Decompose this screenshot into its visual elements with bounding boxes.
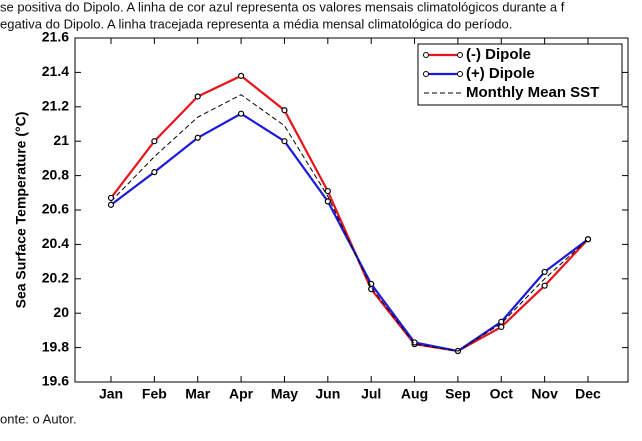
y-tick-label: 21.6 [42, 29, 69, 45]
x-tick-label: Jul [361, 386, 381, 402]
y-tick-label: 21.2 [42, 98, 69, 114]
data-point [281, 138, 288, 145]
y-tick-label: 21.4 [42, 63, 69, 79]
data-point [498, 318, 505, 325]
y-tick-label: 19.8 [42, 338, 69, 354]
data-point [541, 282, 548, 289]
data-point [237, 110, 245, 117]
x-tick-label: Jun [315, 386, 340, 402]
legend-marker [457, 71, 463, 77]
caption-source: onte: o Autor. [0, 411, 77, 426]
caption-line: se positiva do Dipolo. A linha de cor az… [0, 0, 565, 14]
x-tick-label: Apr [229, 386, 254, 402]
series-line [110, 112, 589, 353]
y-tick-label: 19.6 [42, 373, 69, 389]
series-line [110, 94, 589, 352]
x-tick-label: Nov [531, 386, 558, 402]
data-point [324, 198, 331, 205]
data-point [281, 107, 288, 114]
y-tick-label: 20 [53, 304, 69, 320]
x-tick-label: Oct [490, 386, 514, 402]
data-point [194, 134, 201, 141]
x-tick-label: Jan [99, 386, 123, 402]
x-tick-label: Sep [445, 386, 471, 402]
data-point [411, 339, 418, 346]
x-tick-label: Aug [401, 386, 428, 402]
data-point [151, 169, 158, 176]
x-tick-label: Feb [142, 386, 167, 402]
legend-label: (-) Dipole [466, 46, 531, 63]
data-point [237, 72, 245, 79]
data-point [107, 201, 115, 208]
data-point [541, 268, 548, 276]
data-point [194, 93, 201, 100]
data-point [107, 194, 115, 202]
legend-label: (+) Dipole [466, 65, 535, 82]
legend-label: Monthly Mean SST [466, 84, 599, 101]
data-point [324, 187, 331, 195]
caption-line: egativa do Dipolo. A linha tracejada rep… [0, 16, 512, 31]
data-point [151, 138, 158, 145]
y-tick-label: 21 [53, 132, 69, 148]
legend-marker [457, 52, 463, 58]
y-tick-label: 20.2 [42, 270, 69, 286]
y-axis-label: Sea Surface Temperature (°C) [13, 112, 29, 309]
x-tick-label: Dec [575, 386, 601, 402]
x-tick-label: Mar [185, 386, 210, 402]
y-tick-label: 20.4 [42, 235, 69, 251]
y-tick-label: 20.6 [42, 201, 69, 217]
series-line [110, 74, 589, 353]
x-tick-label: May [271, 386, 298, 402]
legend-marker [423, 52, 429, 58]
y-tick-label: 20.8 [42, 166, 69, 182]
legend-marker [423, 71, 429, 77]
